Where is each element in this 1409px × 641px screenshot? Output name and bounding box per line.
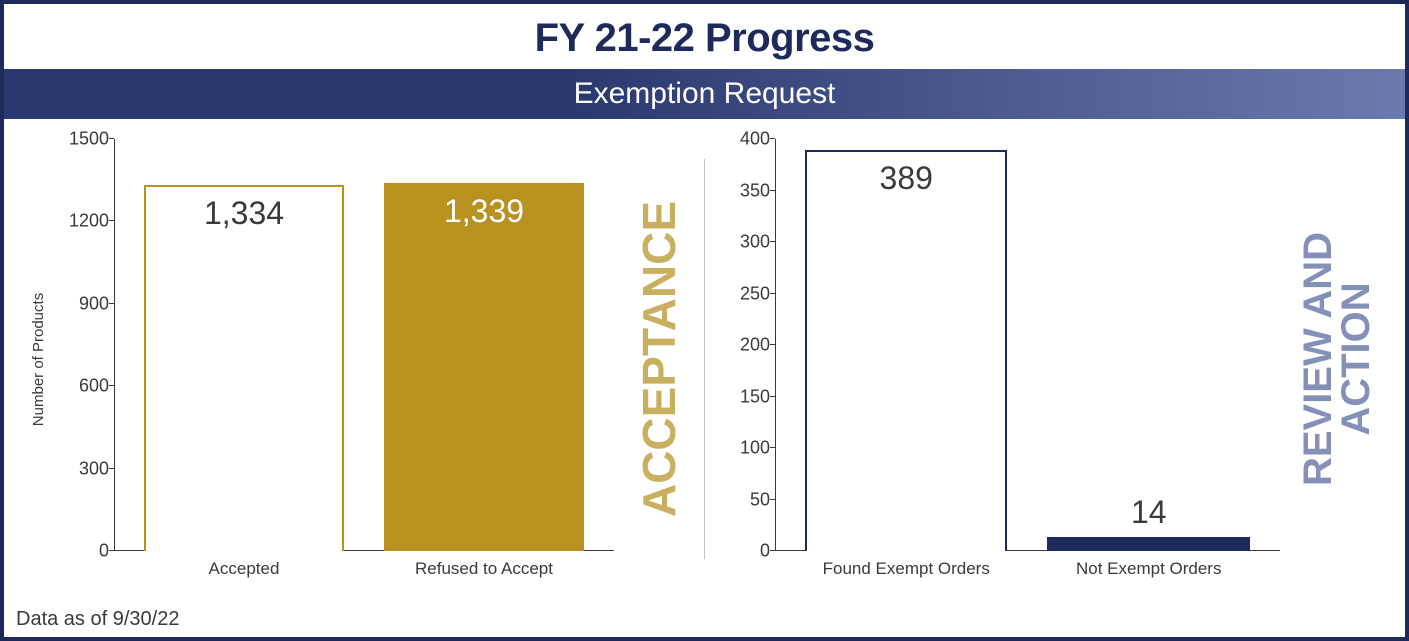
y-ticks-left: 030060090012001500 xyxy=(54,139,109,551)
plot-left: 030060090012001500 1,3341,339 xyxy=(114,139,614,551)
y-axis-label: Number of Products xyxy=(31,292,48,425)
tick-mark xyxy=(770,550,775,551)
y-tick-label: 1500 xyxy=(54,129,109,150)
tick-mark xyxy=(770,241,775,242)
y-axis-label-wrap: Number of Products xyxy=(24,139,54,579)
bar-value: 14 xyxy=(1047,494,1250,531)
side-label-line1: REVIEW AND xyxy=(1299,232,1337,486)
side-label-review-action: REVIEW AND ACTION xyxy=(1299,232,1375,486)
dashboard-container: FY 21-22 Progress Exemption Request Numb… xyxy=(0,0,1409,641)
bar-wrap: 389 xyxy=(805,139,1008,551)
x-label: Accepted xyxy=(144,559,344,579)
bar-wrap: 14 xyxy=(1047,139,1250,551)
bars-left: 1,334 1,339 xyxy=(114,139,614,551)
tick-mark xyxy=(770,190,775,191)
side-label-acceptance: ACCEPTANCE xyxy=(632,201,686,517)
review-action-chart: 050100150200250300350400 38914 Found Exe… xyxy=(715,139,1385,579)
bar-wrap: 1,339 xyxy=(384,139,584,551)
tick-mark xyxy=(109,385,114,386)
y-tick-label: 900 xyxy=(54,293,109,314)
chart-divider xyxy=(704,159,705,559)
chart-area-right: 050100150200250300350400 38914 Found Exe… xyxy=(715,139,1290,579)
tick-mark xyxy=(770,396,775,397)
bar-value: 389 xyxy=(807,160,1006,197)
tick-mark xyxy=(109,138,114,139)
x-labels-left: Accepted Refused to Accept xyxy=(114,551,614,579)
bar-value: 1,339 xyxy=(386,193,582,230)
y-tick-label: 0 xyxy=(715,541,770,562)
bars-right: 389 14 xyxy=(775,139,1280,551)
tick-mark xyxy=(109,303,114,304)
y-tick-label: 200 xyxy=(715,335,770,356)
y-tick-label: 150 xyxy=(715,386,770,407)
tick-mark xyxy=(770,499,775,500)
subtitle-bar: Exemption Request xyxy=(4,69,1405,119)
y-tick-label: 0 xyxy=(54,541,109,562)
y-tick-label: 50 xyxy=(715,489,770,510)
bar xyxy=(1047,537,1250,551)
x-label: Not Exempt Orders xyxy=(1047,559,1250,579)
tick-mark xyxy=(109,468,114,469)
tick-mark xyxy=(109,550,114,551)
y-tick-label: 400 xyxy=(715,129,770,150)
tick-mark xyxy=(770,138,775,139)
y-tick-label: 350 xyxy=(715,180,770,201)
y-tick-label: 250 xyxy=(715,283,770,304)
tick-mark xyxy=(770,447,775,448)
side-label-wrap-left: ACCEPTANCE xyxy=(624,139,694,579)
acceptance-chart: Number of Products 030060090012001500 1,… xyxy=(24,139,694,579)
bar-value: 1,334 xyxy=(146,195,342,232)
tick-mark xyxy=(770,293,775,294)
page-title: FY 21-22 Progress xyxy=(4,16,1405,61)
x-label: Found Exempt Orders xyxy=(805,559,1008,579)
plot-right: 050100150200250300350400 38914 xyxy=(775,139,1280,551)
side-label-line2: ACTION xyxy=(1337,232,1375,486)
tick-mark xyxy=(109,220,114,221)
bar-wrap: 1,334 xyxy=(144,139,344,551)
y-tick-label: 300 xyxy=(715,232,770,253)
y-tick-label: 100 xyxy=(715,438,770,459)
y-tick-label: 300 xyxy=(54,458,109,479)
y-ticks-right: 050100150200250300350400 xyxy=(715,139,770,551)
y-tick-label: 600 xyxy=(54,376,109,397)
bar: 389 xyxy=(805,150,1008,551)
x-labels-right: Found Exempt Orders Not Exempt Orders xyxy=(775,551,1280,579)
x-label: Refused to Accept xyxy=(384,559,584,579)
bar: 1,339 xyxy=(384,183,584,551)
footer-note: Data as of 9/30/22 xyxy=(16,608,179,631)
chart-area-left: 030060090012001500 1,3341,339 AcceptedRe… xyxy=(54,139,624,579)
bar: 1,334 xyxy=(144,185,344,551)
title-bar: FY 21-22 Progress xyxy=(4,4,1405,69)
side-label-wrap-right: REVIEW AND ACTION xyxy=(1290,139,1385,579)
charts-row: Number of Products 030060090012001500 1,… xyxy=(4,119,1405,579)
y-tick-label: 1200 xyxy=(54,211,109,232)
tick-mark xyxy=(770,344,775,345)
